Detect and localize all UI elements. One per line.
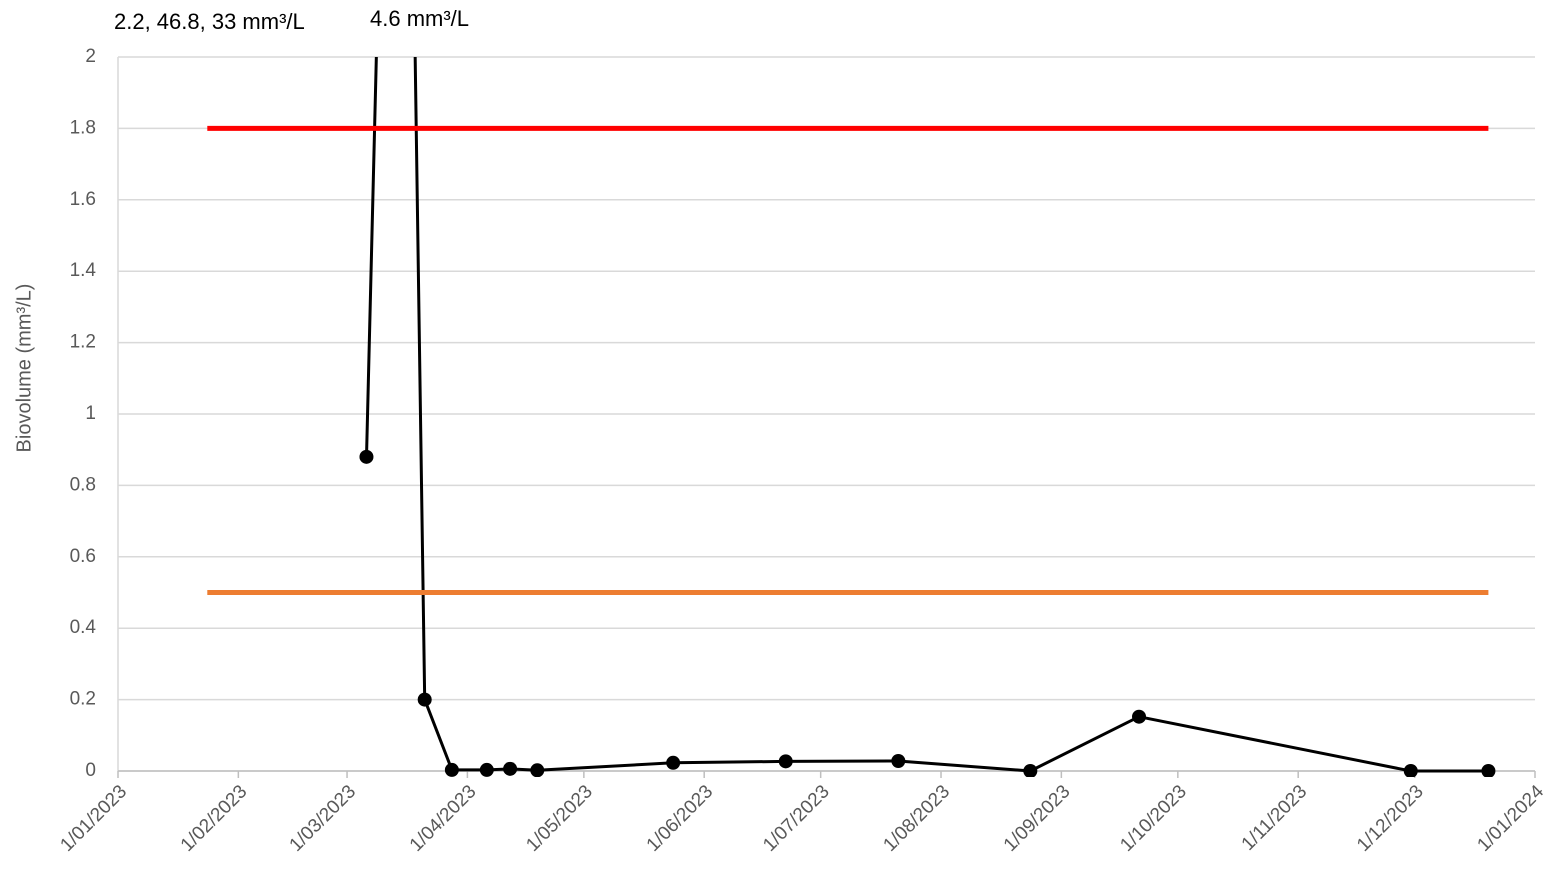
annotation: 4.6 mm³/L [370, 6, 469, 31]
x-tick-label: 1/09/2023 [1000, 781, 1075, 856]
data-point [891, 754, 906, 769]
y-tick-label: 1.8 [70, 117, 96, 138]
x-tick-label: 1/01/2024 [1473, 781, 1543, 856]
data-point [1403, 764, 1418, 777]
data-point [417, 692, 432, 707]
x-tick-label: 1/12/2023 [1353, 781, 1428, 856]
data-point [530, 763, 545, 777]
x-tick-label: 1/01/2023 [56, 781, 131, 856]
plot-area [207, 57, 1496, 777]
data-point [359, 449, 374, 464]
series-line [365, 57, 1489, 773]
grid [117, 56, 1536, 778]
x-tick-label: 1/07/2023 [759, 781, 834, 856]
data-point [479, 762, 494, 777]
y-tick-label: 0 [85, 760, 96, 781]
y-tick-label: 1.4 [70, 260, 97, 281]
y-tick-label: 0.2 [70, 689, 96, 710]
x-tick-label: 1/11/2023 [1238, 781, 1312, 855]
y-tick-label: 1.6 [70, 189, 96, 210]
y-tick-label: 0.4 [70, 617, 97, 638]
data-point [1132, 709, 1147, 724]
x-tick-label: 1/08/2023 [879, 781, 954, 856]
y-tick-label: 0.8 [70, 474, 96, 495]
data-point [666, 755, 681, 770]
x-tick-label: 1/06/2023 [643, 781, 718, 856]
y-axis-label: Biovolume (mm³/L) [13, 284, 35, 453]
annotation: 2.2, 46.8, 33 mm³/L [114, 9, 305, 34]
x-tick-label: 1/03/2023 [286, 781, 361, 856]
x-tick-label: 1/10/2023 [1116, 781, 1191, 856]
data-point [444, 762, 459, 777]
data-point [503, 761, 518, 776]
y-tick-label: 1 [85, 403, 96, 424]
x-tick-label: 1/05/2023 [522, 781, 597, 856]
data-point [1481, 764, 1496, 777]
x-tick-label: 1/02/2023 [177, 781, 252, 856]
y-tick-label: 0.6 [70, 546, 96, 567]
y-tick-label: 2 [85, 46, 96, 67]
data-point [778, 754, 793, 769]
data-point [1023, 764, 1038, 777]
x-tick-label: 1/04/2023 [406, 781, 481, 856]
y-tick-label: 1.2 [70, 332, 96, 353]
